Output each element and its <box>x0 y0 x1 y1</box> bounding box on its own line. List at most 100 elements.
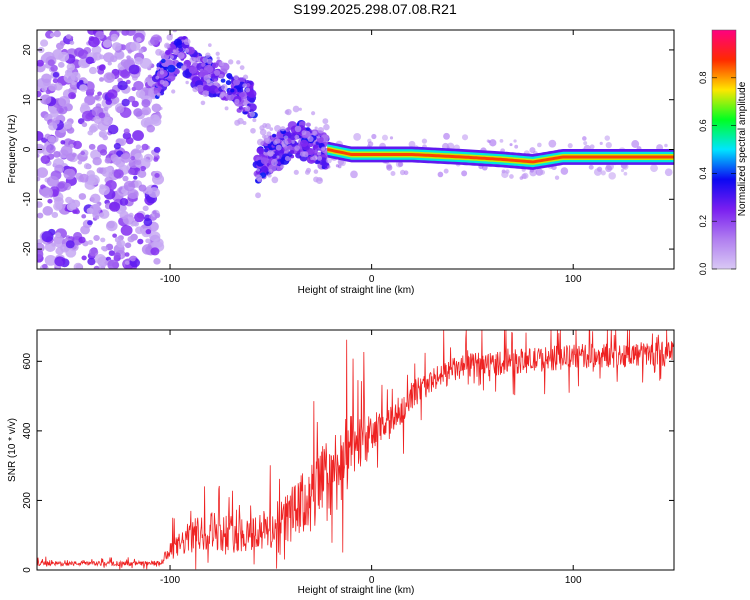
heat-noise-blob <box>107 124 119 135</box>
heat-halo-blob <box>280 164 285 169</box>
heat-upper-blob <box>167 64 176 73</box>
heat-noise-blob <box>138 48 144 54</box>
heat-noise-blob <box>98 112 106 119</box>
heat-noise-blob <box>54 256 66 267</box>
colorbar-ticks: 0.0 0.2 0.4 0.6 0.8 <box>698 72 736 275</box>
heat-halo-blob <box>239 65 245 70</box>
heat-noise-blob <box>135 144 142 150</box>
heat-noise-blob <box>65 240 75 249</box>
spectrogram-x-tick-label: 100 <box>565 274 582 285</box>
heat-halo-blob <box>283 135 289 141</box>
heat-noise-blob <box>130 256 136 262</box>
heat-middle-blob <box>308 142 314 148</box>
heat-noise-blob <box>130 41 141 52</box>
heat-noise-blob <box>87 257 96 266</box>
heat-noise-blob <box>87 239 94 245</box>
heat-noise-blob <box>107 259 119 269</box>
heat-upper-blob <box>203 84 211 92</box>
heat-noise-blob <box>45 89 51 95</box>
heat-noise-blob <box>64 69 73 77</box>
heat-halo-blob <box>317 155 323 161</box>
heat-noise-blob <box>103 116 113 126</box>
heat-noise-blob <box>37 212 44 219</box>
heat-noise-blob <box>153 146 161 153</box>
heat-halo-blob <box>276 155 280 159</box>
heat-main-halo <box>519 176 524 180</box>
heat-noise-blob <box>86 207 94 215</box>
heat-noise-blob <box>93 235 100 241</box>
heat-halo-blob <box>250 127 256 134</box>
heat-halo-blob <box>159 70 164 75</box>
heat-noise-blob <box>83 79 89 84</box>
spectrogram-y-tick-label: 0 <box>22 146 33 152</box>
heat-noise-blob <box>105 99 112 105</box>
heat-noise-blob <box>87 220 93 226</box>
heat-noise-blob <box>92 52 102 61</box>
heat-noise-blob <box>113 142 121 150</box>
heat-halo-blob <box>221 83 228 91</box>
heat-noise-blob <box>52 78 59 84</box>
heat-noise-blob <box>56 42 64 50</box>
heat-upper-blob <box>238 105 243 110</box>
heat-noise-blob <box>57 61 65 68</box>
heat-main-halo <box>582 136 587 141</box>
heat-halo-blob <box>307 135 314 142</box>
heat-noise-blob <box>124 242 132 249</box>
heat-noise-blob <box>90 193 101 204</box>
heat-noise-blob <box>53 202 63 211</box>
heat-noise-blob <box>93 265 100 269</box>
colorbar: 0.0 0.2 0.4 0.6 0.8 Normalized spectral ampl… <box>698 29 748 275</box>
heat-noise-blob <box>41 86 48 92</box>
heat-halo-blob <box>164 42 171 49</box>
heat-halo-blob <box>270 158 278 166</box>
heat-main-halo <box>337 164 342 169</box>
heat-noise-blob <box>99 131 106 138</box>
heat-main-halo <box>650 164 658 173</box>
heat-halo-blob <box>215 51 220 56</box>
snr-y-tick-label: 0 <box>22 567 33 573</box>
snr-x-tick-label: 0 <box>369 575 375 586</box>
heat-noise-blob <box>114 236 122 243</box>
spectrogram-heat-layer <box>37 30 674 269</box>
heat-noise-blob <box>144 186 153 195</box>
heat-noise-blob <box>128 95 136 103</box>
heat-halo-blob <box>314 126 318 130</box>
heat-noise-blob <box>112 233 118 238</box>
heat-main-halo <box>371 133 377 140</box>
heat-noise-blob <box>96 167 104 174</box>
heat-halo-blob <box>259 128 267 136</box>
heat-halo-blob <box>233 74 239 80</box>
heat-halo-blob <box>171 89 176 94</box>
snr-y-tick-label: 200 <box>22 492 33 509</box>
heat-halo-blob <box>159 106 163 111</box>
heat-noise-blob <box>127 188 139 200</box>
heat-noise-blob <box>134 212 145 223</box>
heat-halo-blob <box>265 138 272 144</box>
heat-noise-blob <box>64 183 70 188</box>
heat-upper-blob <box>230 84 235 88</box>
heat-middle-blob <box>260 157 269 165</box>
heat-halo-blob <box>177 52 185 60</box>
heat-halo-blob <box>170 55 174 59</box>
heat-middle-blob <box>272 133 277 138</box>
heat-halo-blob <box>205 52 211 58</box>
heat-noise-blob <box>151 103 162 113</box>
spectrogram-y-label: Frequency (Hz) <box>7 115 18 184</box>
heat-noise-blob <box>128 64 140 75</box>
heat-noise-blob <box>125 137 134 145</box>
heat-noise-blob <box>85 56 94 65</box>
heat-noise-blob <box>120 59 129 67</box>
heat-noise-blob <box>121 188 127 194</box>
heat-noise-blob <box>145 238 151 244</box>
heat-noise-blob <box>111 42 122 51</box>
heat-halo-blob <box>294 145 300 151</box>
heat-noise-blob <box>51 211 59 218</box>
heat-halo-blob <box>273 140 278 145</box>
heat-noise-blob <box>120 153 132 163</box>
heat-main-halo <box>664 143 668 148</box>
heat-noise-blob <box>133 152 143 162</box>
heat-upper-blob <box>220 78 226 83</box>
heat-noise-blob <box>125 30 136 36</box>
heat-upper-blob <box>178 47 184 52</box>
